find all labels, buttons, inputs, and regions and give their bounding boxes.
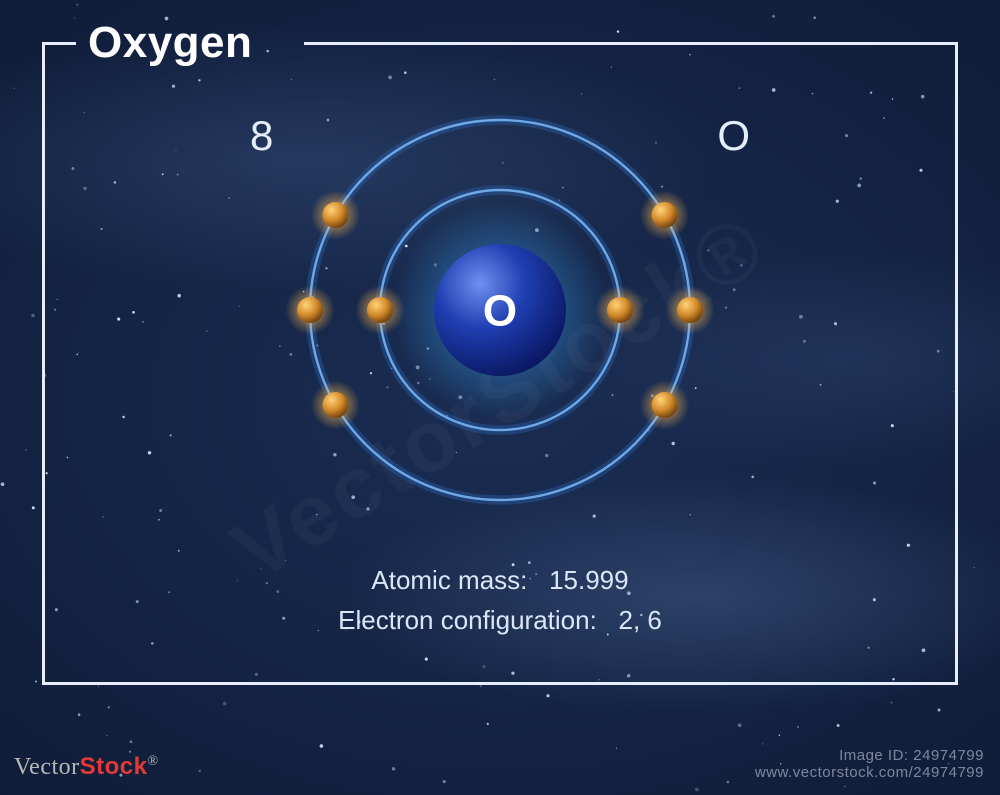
element-title: Oxygen <box>88 18 252 68</box>
atomic-number: 8 <box>250 112 273 160</box>
electron-config-value: 2, 6 <box>619 605 662 635</box>
electron-s2-1 <box>652 202 678 228</box>
atomic-mass-value: 15.999 <box>549 565 629 595</box>
electron-config-label: Electron configuration: <box>338 605 597 635</box>
watermark-site: Image ID: 24974799 www.vectorstock.com/2… <box>755 747 984 781</box>
electron-s1-2 <box>367 297 393 323</box>
electron-s2-6 <box>322 202 348 228</box>
electron-s2-2 <box>677 297 703 323</box>
watermark-brand: VectorStock® <box>14 753 159 781</box>
nucleus-symbol: O <box>483 287 517 336</box>
electron-s2-4 <box>322 392 348 418</box>
electron-s1-1 <box>607 297 633 323</box>
element-symbol: O <box>717 112 750 160</box>
electron-s2-3 <box>652 392 678 418</box>
atom-diagram: O <box>280 90 720 530</box>
electron-s2-5 <box>297 297 323 323</box>
atomic-mass-label: Atomic mass: <box>371 565 527 595</box>
info-panel: Atomic mass: 15.999 Electron configurati… <box>0 560 1000 641</box>
